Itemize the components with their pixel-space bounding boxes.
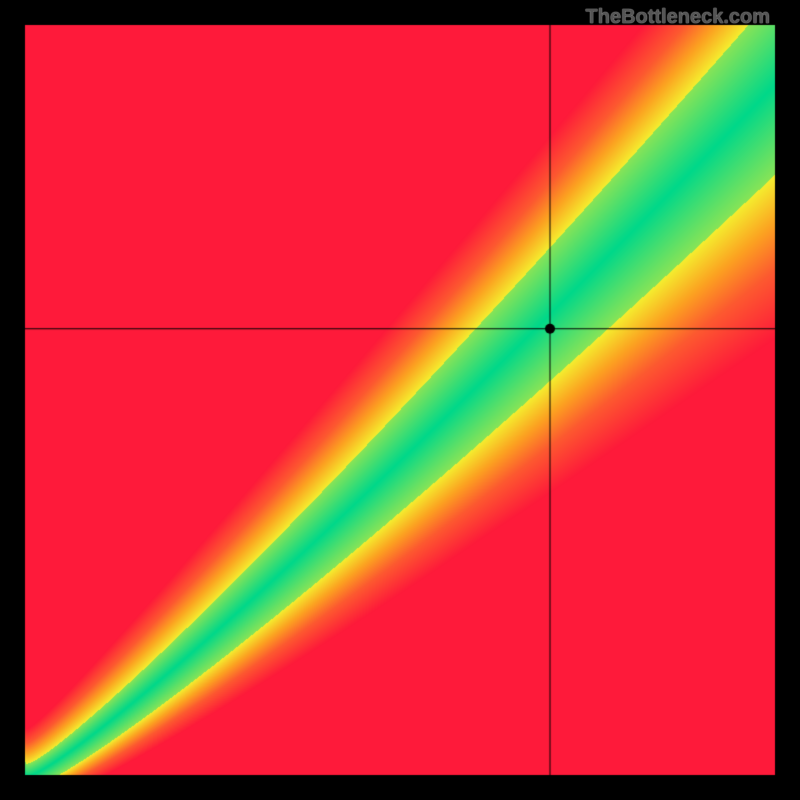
bottleneck-heatmap — [0, 0, 800, 800]
chart-container: TheBottleneck.com — [0, 0, 800, 800]
attribution-text: TheBottleneck.com — [586, 6, 770, 29]
